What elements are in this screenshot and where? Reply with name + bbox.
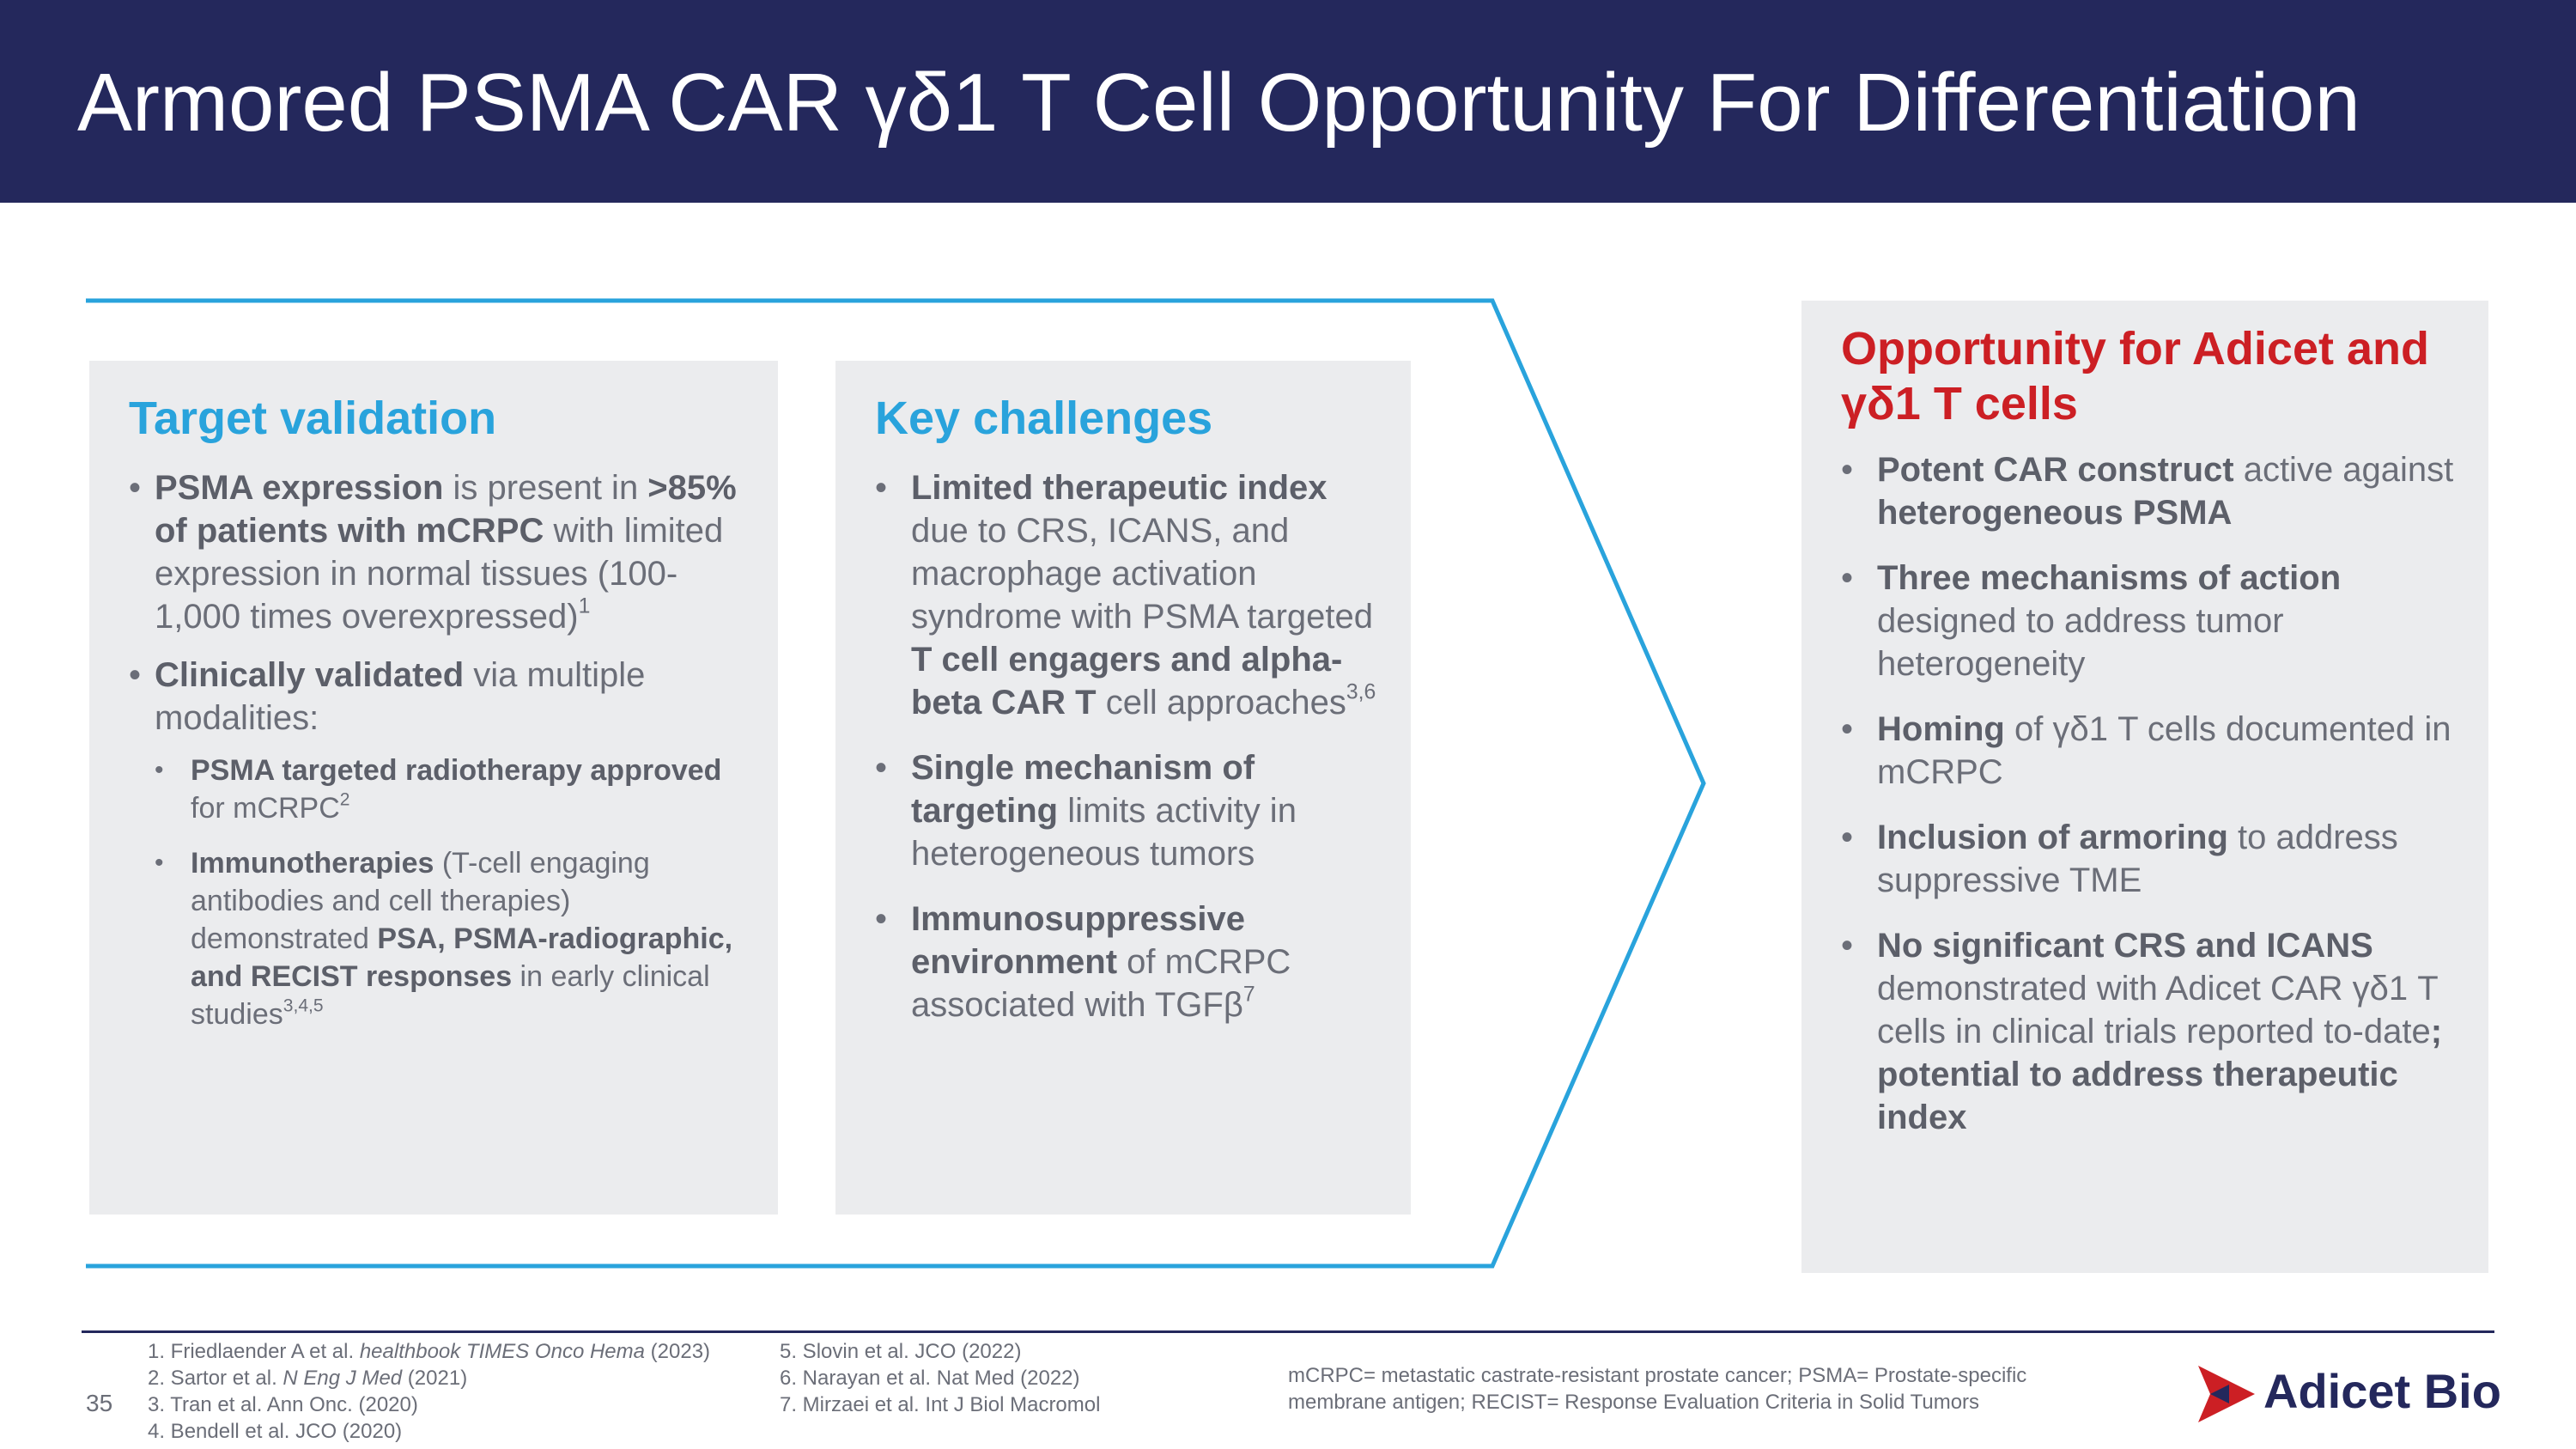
bullet-immunosuppressive: Immunosuppressive environment of mCRPC a… (875, 898, 1380, 1026)
reference-4: 4. Bendell et al. JCO (2020) (148, 1420, 403, 1443)
bullet-clinically-validated: Clinically validated via multiple modali… (129, 654, 740, 1033)
adicet-logo-mark-icon (2198, 1366, 2255, 1422)
page-title: Armored PSMA CAR γδ1 T Cell Opportunity … (77, 57, 2360, 149)
bullet-psma-expression: PSMA expression is present in >85% of pa… (129, 466, 740, 638)
reference-1: 1. Friedlaender A et al. healthbook TIME… (148, 1340, 711, 1363)
adicet-bio-logo: Adicet Bio (2193, 1364, 2501, 1424)
target-validation-heading: Target validation (129, 393, 497, 444)
key-challenges-panel: Key challenges Limited therapeutic index… (835, 361, 1411, 1215)
target-validation-panel: Target validation PSMA expression is pre… (89, 361, 778, 1215)
reference-7: 7. Mirzaei et al. Int J Biol Macromol (780, 1393, 1101, 1416)
logo-wordmark: Adicet Bio (2263, 1364, 2501, 1418)
opportunity-heading: Opportunity for Adicet and γδ1 T cells (1841, 323, 2429, 429)
reference-6: 6. Narayan et al. Nat Med (2022) (780, 1367, 1080, 1390)
bullet-armoring: Inclusion of armoring to address suppres… (1841, 816, 2468, 902)
bullet-three-mechanisms: Three mechanisms of action designed to a… (1841, 557, 2468, 685)
reference-5: 5. Slovin et al. JCO (2022) (780, 1340, 1022, 1363)
abbreviations-note: mCRPC= metastatic castrate-resistant pro… (1288, 1362, 2026, 1416)
opportunity-panel: Opportunity for Adicet and γδ1 T cells P… (1801, 301, 2488, 1273)
page-number: 35 (86, 1390, 113, 1416)
references-left: 1. Friedlaender A et al. healthbook TIME… (148, 1338, 710, 1445)
sub-bullet-radiotherapy: PSMA targeted radiotherapy approved for … (155, 752, 740, 827)
bullet-therapeutic-index: Limited therapeutic index due to CRS, IC… (875, 466, 1380, 724)
bullet-no-crs: No significant CRS and ICANS demonstrate… (1841, 924, 2468, 1139)
reference-3: 3. Tran et al. Ann Onc. (2020) (148, 1393, 418, 1416)
bullet-potent-car: Potent CAR construct active against hete… (1841, 448, 2468, 534)
title-bar: Armored PSMA CAR γδ1 T Cell Opportunity … (0, 0, 2576, 203)
bullet-single-mechanism: Single mechanism of targeting limits act… (875, 746, 1380, 875)
sub-bullet-immunotherapies: Immunotherapies (T-cell engaging antibod… (155, 844, 740, 1033)
abbreviations-line-1: mCRPC= metastatic castrate-resistant pro… (1288, 1364, 2027, 1387)
references-middle: 5. Slovin et al. JCO (2022) 6. Narayan e… (780, 1338, 1100, 1418)
reference-2: 2. Sartor et al. N Eng J Med (2021) (148, 1367, 468, 1390)
bullet-homing: Homing of γδ1 T cells documented in mCRP… (1841, 708, 2468, 794)
abbreviations-line-2: membrane antigen; RECIST= Response Evalu… (1288, 1391, 1980, 1414)
footer-divider (82, 1330, 2494, 1333)
key-challenges-heading: Key challenges (875, 393, 1213, 444)
